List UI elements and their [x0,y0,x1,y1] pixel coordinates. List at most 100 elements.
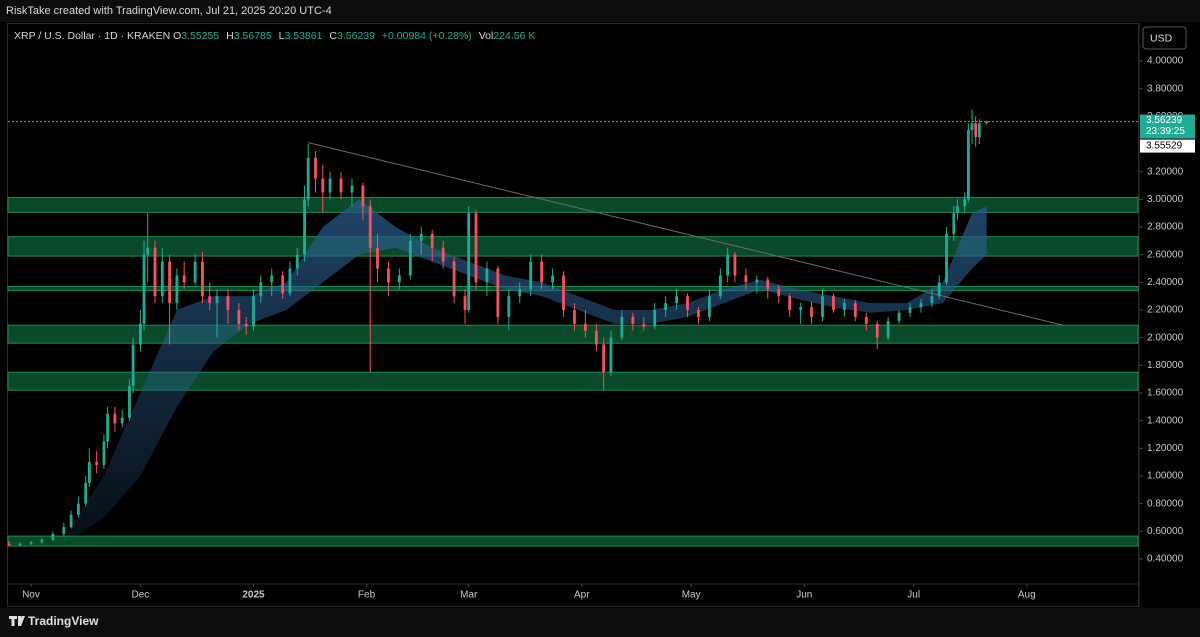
lines-layer [8,121,1138,326]
trendline [308,142,1064,326]
currency-button[interactable] [1142,26,1187,50]
last-price-label: 3.56239 [1146,115,1183,126]
x-tick-label: Dec [132,590,150,601]
symbol: XRP / U.S. Dollar · 1D · KRAKEN [14,30,171,42]
candle-body [208,296,212,304]
change: +0.00984 (+0.28%) [381,30,472,42]
candle-body [314,157,317,179]
candle-body [897,312,901,322]
candle-body [452,261,456,297]
candle-body [832,296,835,310]
x-tick-label: May [682,590,701,601]
candle-body [7,543,11,546]
y-tick-label: 2.60000 [1147,249,1184,260]
zone [7,196,1139,213]
candle-body [131,344,135,387]
candle-body [985,121,989,123]
candle-body [84,482,88,504]
countdown: 23:39:25 [1146,126,1185,137]
axes: 0.40000 0.60000 0.80000 1.00000 1.20000 1.400… [22,56,1195,601]
candle-body [573,310,576,324]
x-tick-label: Nov [22,590,40,601]
candle-body [87,462,91,483]
candle-body [328,178,332,193]
zone [7,236,1139,257]
ohlc-value: 3.56239 [336,30,375,42]
y-tick-label: 2.00000 [1147,332,1184,343]
candle-body [631,316,635,324]
candle-body [368,206,372,248]
y-tick-label: 0.80000 [1147,498,1184,509]
candle-body [237,310,241,324]
candle-body [842,303,846,310]
candle-body [875,323,879,338]
y-tick-label: 2.80000 [1147,222,1184,233]
candle-body [609,337,613,373]
candle-body [376,247,379,269]
candle-body [620,316,624,338]
candle-body [295,254,299,269]
candle-body [584,323,587,331]
candle-body [777,289,781,297]
candle-body [175,275,179,304]
candle-body [708,296,711,317]
ohlc-label: C [329,30,337,42]
candle-body [810,307,813,317]
ohlc-value: 3.53861 [284,30,323,42]
candle-body [966,130,970,200]
y-tick-label: 0.40000 [1147,554,1184,565]
candle-body [397,275,401,283]
y-tick-label: 2.40000 [1147,277,1184,288]
brand: TradingView [28,614,99,628]
candle-body [350,185,354,193]
symbol-legend: XRP / U.S. Dollar · 1D · KRAKEN O3.55255… [14,30,539,42]
candle-body [244,323,248,327]
candle-body [106,413,109,442]
brand-logo [9,616,25,626]
candle-body [18,543,22,546]
candle-body [755,279,759,283]
candle-body [430,233,434,248]
y-tick-label: 4.00000 [1147,56,1184,67]
candle-body [718,275,722,297]
marker-price-box [1140,139,1195,153]
candle-body [306,157,310,200]
x-tick-label: Jul [907,590,920,601]
ohlc-label: L [278,30,285,42]
candle-body [69,514,73,528]
candle-body [642,323,646,327]
candle-body [259,282,263,297]
y-tick-label: 1.80000 [1147,360,1184,371]
zones [7,196,1139,547]
last-price-box [1140,114,1195,139]
candle-body [930,296,934,304]
candle-body [963,199,967,207]
candle-body [540,261,544,283]
x-tick-label: Apr [574,590,590,601]
candle-body [602,344,606,373]
ohlc-value: 3.55255 [181,30,220,42]
candle-body [139,323,142,345]
volume-label: Vol [478,30,494,42]
candle-body [956,206,959,214]
candle-body [485,268,489,283]
candle-body [201,261,204,297]
candle-body [653,310,657,327]
candle-body [952,213,956,234]
marker-price-label: 3.55529 [1146,141,1183,152]
candle-body [142,254,146,324]
candle-body [408,240,412,276]
candle-body [733,254,737,276]
candle-body [281,275,285,294]
candle-body [970,123,974,131]
candle-body [270,275,274,283]
candle-body [40,539,44,543]
candle-body [726,254,730,276]
candle-body [193,261,197,283]
candle-body [95,462,99,465]
candle-body [821,296,824,317]
candle-body [937,282,941,297]
candle-body [113,413,117,424]
y-tick-label: 1.00000 [1147,471,1184,482]
